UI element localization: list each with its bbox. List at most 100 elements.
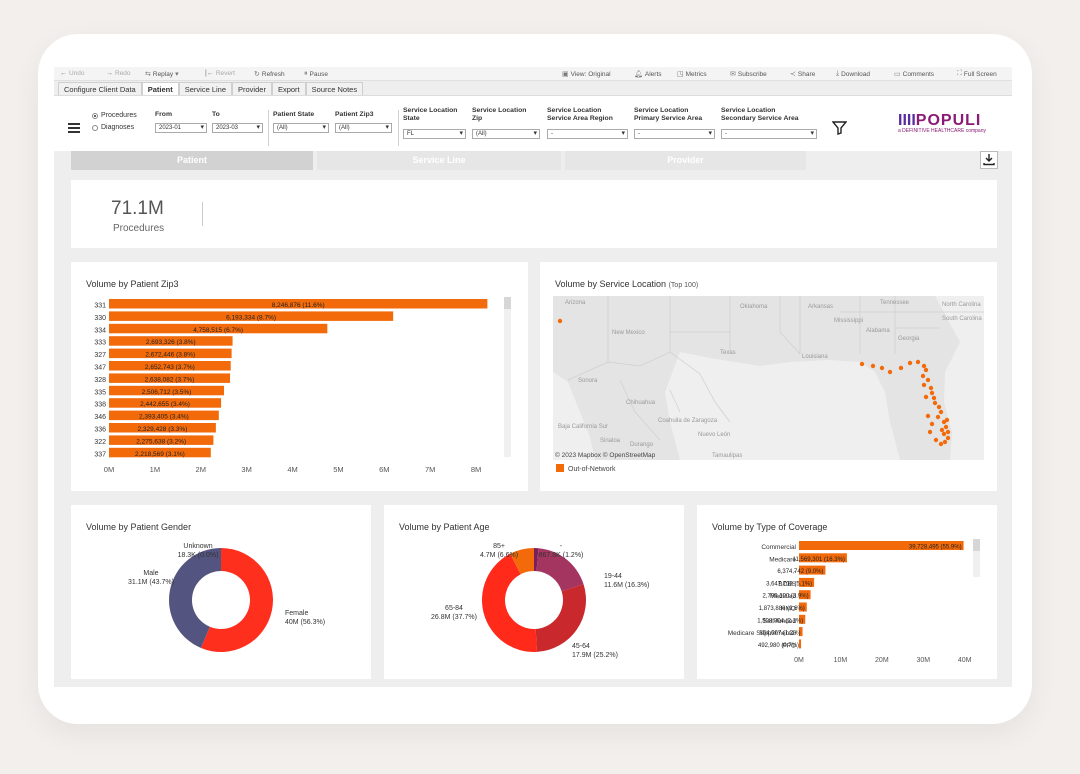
slice-value-label: 40M (56.3%) <box>285 619 325 626</box>
view-icon: ▣ <box>562 71 569 78</box>
patient-state-label: Patient State <box>273 111 315 118</box>
share-button[interactable]: ≺ Share <box>790 70 816 79</box>
location-dot <box>921 363 927 369</box>
svc-primary-select[interactable]: - <box>634 129 715 139</box>
data-label: 6,193,334 (8.7%) <box>226 314 276 321</box>
x-tick-label: 2M <box>196 465 206 474</box>
bar <box>109 447 211 458</box>
filter-bar: Procedures Diagnoses From 2023-01 To 202… <box>54 95 1012 151</box>
patient-zip3-select[interactable]: (All) <box>335 123 392 133</box>
refresh-button[interactable]: ↻ Refresh <box>254 70 285 79</box>
category-label: 335 <box>94 389 106 396</box>
map-label: Alabama <box>866 328 890 334</box>
nav-service-line[interactable]: Service Line <box>317 151 561 170</box>
category-label: 328 <box>94 377 106 384</box>
bar <box>799 553 847 563</box>
patient-state-select[interactable]: (All) <box>273 123 329 133</box>
menu-icon[interactable] <box>68 123 80 135</box>
tab-configure-client-data[interactable]: Configure Client Data <box>58 82 142 95</box>
comments-button[interactable]: ▭ Comments <box>894 70 935 79</box>
download-button[interactable]: ⤓ Download <box>836 70 871 78</box>
download-icon[interactable] <box>980 151 998 169</box>
location-dot <box>920 373 926 379</box>
share-icon: ≺ <box>790 71 796 78</box>
category-label: Medicaid <box>770 593 796 600</box>
tab-provider[interactable]: Provider <box>232 82 272 95</box>
map-label: Coahuila de Zaragoza <box>658 418 718 424</box>
divider <box>268 110 269 146</box>
tab-export[interactable]: Export <box>271 82 306 95</box>
map-label: Sonora <box>578 378 598 384</box>
subscribe-button[interactable]: ✉ Subscribe <box>730 70 767 79</box>
metrics-button[interactable]: ◳ Metrics <box>677 70 707 79</box>
x-tick-label: 40M <box>958 657 972 664</box>
revert-button[interactable]: |← Revert <box>205 70 235 77</box>
slice-category-label: - <box>560 543 563 550</box>
replay-button[interactable]: ⇆ Replay ▾ <box>145 70 179 79</box>
x-tick-label: 3M <box>241 465 251 474</box>
redo-button[interactable]: → Redo <box>106 70 131 77</box>
patient-zip3-label: Patient Zip3 <box>335 111 374 118</box>
location-dot <box>887 369 893 375</box>
category-label: - <box>794 569 796 576</box>
svc-secondary-select[interactable]: - <box>721 129 817 139</box>
map-label: Nuevo León <box>698 432 730 438</box>
slice-value-label: 11.6M (16.3%) <box>604 582 649 589</box>
service-location-map[interactable]: Arizona New Mexico Oklahoma Arkansas Ten… <box>540 262 997 491</box>
category-label: 333 <box>94 340 106 347</box>
gender-chart-card: Volume by Patient Gender Female 40M (56.3… <box>71 505 371 679</box>
map-label: Tamaulipas <box>712 453 742 459</box>
category-label: 327 <box>94 352 106 359</box>
slice-value-label: 18.3K (0.0%) <box>178 552 219 559</box>
map-label: New Mexico <box>612 330 645 336</box>
tab-service-line[interactable]: Service Line <box>178 82 233 95</box>
svc-region-select[interactable]: - <box>547 129 628 139</box>
bar <box>109 311 394 321</box>
svc-zip-select[interactable]: (All) <box>472 129 540 139</box>
pause-button[interactable]: ⏸ Pause <box>304 70 328 78</box>
data-label: 2,218,569 (3.1%) <box>135 451 185 458</box>
data-label: 2,329,428 (3.3%) <box>138 426 188 433</box>
gender-chart-title: Volume by Patient Gender <box>86 522 192 532</box>
slice-category-label: 85+ <box>493 543 505 550</box>
tab-patient[interactable]: Patient <box>141 82 179 95</box>
state-borders <box>567 296 984 441</box>
location-dot <box>939 427 945 433</box>
bar <box>109 348 232 359</box>
radio-procedures[interactable]: Procedures <box>92 112 137 119</box>
location-dots <box>557 318 951 447</box>
bar <box>109 336 233 346</box>
location-dot <box>938 409 944 415</box>
from-select[interactable]: 2023-01 <box>155 123 207 133</box>
location-dot <box>933 437 939 443</box>
category-label: Commercial <box>761 544 796 551</box>
radio-diagnoses[interactable]: Diagnoses <box>92 124 134 131</box>
coverage-bar-chart: Commercial 39,728,495 (55.9%) Medicare11,5… <box>728 539 980 664</box>
scrollbar-thumb <box>973 539 980 551</box>
scrollbar-thumb <box>504 297 511 309</box>
mail-icon: ✉ <box>730 71 736 78</box>
map-place-labels: Arizona New Mexico Oklahoma Arkansas Ten… <box>558 300 982 459</box>
slice <box>534 548 539 572</box>
location-dot <box>943 424 949 430</box>
x-tick-label: 0M <box>794 657 804 664</box>
download-icon: ⤓ <box>836 70 840 77</box>
view-original-button[interactable]: ▣ View: Original <box>562 70 611 79</box>
nav-provider[interactable]: Provider <box>565 151 806 170</box>
location-dot <box>928 385 934 391</box>
undo-button[interactable]: ← Undo <box>60 70 85 77</box>
pacific-water <box>553 372 595 460</box>
nav-patient[interactable]: Patient <box>71 151 313 170</box>
svc-zip-label: Service Location Zip <box>472 107 527 122</box>
filter-icon[interactable] <box>831 121 848 140</box>
full-screen-button[interactable]: ⛶ Full Screen <box>957 70 997 78</box>
alerts-button[interactable]: 🔔︎ Alerts <box>634 70 662 79</box>
location-dot <box>921 382 927 388</box>
tab-source-notes[interactable]: Source Notes <box>305 82 364 95</box>
svc-state-select[interactable]: FL <box>403 129 466 139</box>
category-label: Self-funded <box>763 618 797 625</box>
to-select[interactable]: 2023-03 <box>212 123 263 133</box>
bar <box>109 410 219 421</box>
category-label: PPO <box>782 642 796 649</box>
slice <box>482 553 538 652</box>
